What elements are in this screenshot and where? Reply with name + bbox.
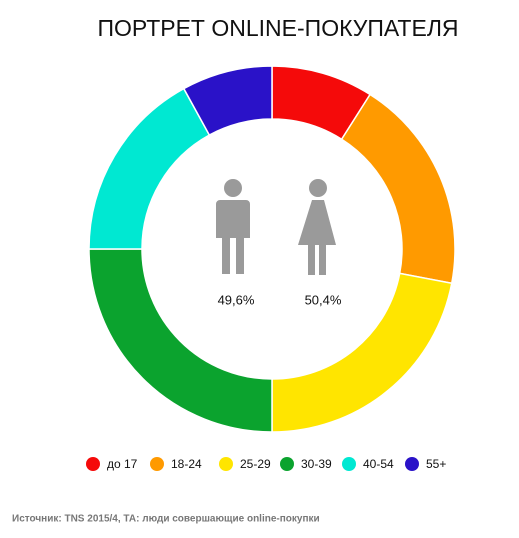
legend-label: до 17 <box>107 457 138 471</box>
male-share: 49,6% <box>218 292 255 307</box>
legend-label: 18-24 <box>171 457 202 471</box>
slice <box>340 93 456 285</box>
legend-swatch <box>405 457 419 471</box>
legend-label: 40-54 <box>363 457 394 471</box>
legend-swatch <box>150 457 164 471</box>
slice <box>271 272 453 433</box>
legend: до 17 18-24 25-29 30-39 40-54 55+ <box>86 457 446 471</box>
slice <box>182 65 273 137</box>
legend-swatch <box>86 457 100 471</box>
legend-label: 25-29 <box>240 457 271 471</box>
source-note: Источник: TNS 2015/4, ТА: люди совершающ… <box>12 514 320 525</box>
legend-swatch <box>342 457 356 471</box>
slice <box>88 87 211 250</box>
female-icon <box>298 179 336 275</box>
legend-swatch <box>280 457 294 471</box>
donut <box>88 65 456 433</box>
legend-swatch <box>219 457 233 471</box>
male-icon <box>216 179 250 274</box>
chart-title: ПОРТРЕТ ONLINE-ПОКУПАТЕЛЯ <box>97 15 458 41</box>
legend-label: 30-39 <box>301 457 332 471</box>
female-share: 50,4% <box>305 292 342 307</box>
legend-label: 55+ <box>426 457 446 471</box>
slice <box>88 248 273 433</box>
